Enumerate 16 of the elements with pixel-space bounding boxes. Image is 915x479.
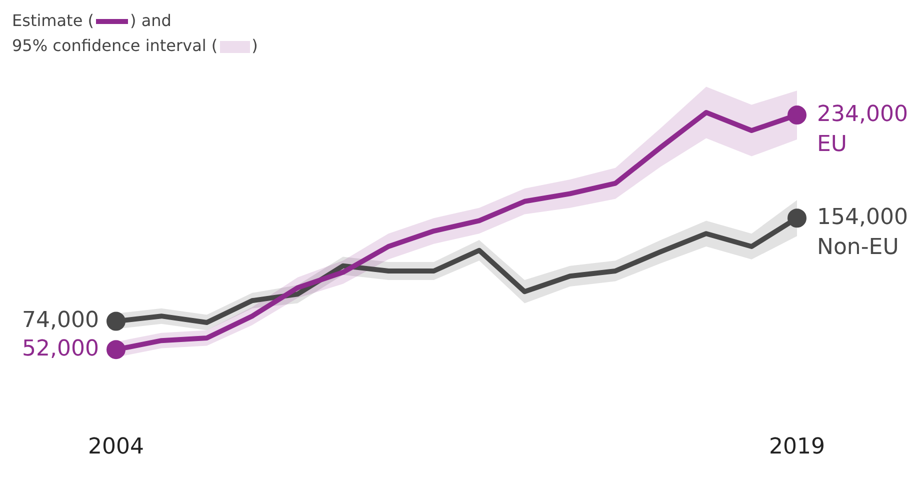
point xyxy=(788,106,806,125)
data-label: 234,000 xyxy=(817,102,908,127)
point xyxy=(106,312,126,331)
x-tick-label: 2004 xyxy=(88,434,144,460)
text: ) xyxy=(252,36,258,55)
series-label: EU xyxy=(817,132,848,157)
x-tick-label: 2019 xyxy=(769,434,825,460)
point xyxy=(106,340,126,360)
data-label: 74,000 xyxy=(22,308,99,333)
text: Estimate ( xyxy=(12,11,94,30)
text: ) and xyxy=(130,11,172,30)
data-label: 52,000 xyxy=(22,336,99,362)
point xyxy=(788,208,806,228)
series-label: Non-EU xyxy=(817,234,899,260)
data-label: 154,000 xyxy=(817,204,908,230)
text: 95% confidence interval ( xyxy=(12,36,218,55)
